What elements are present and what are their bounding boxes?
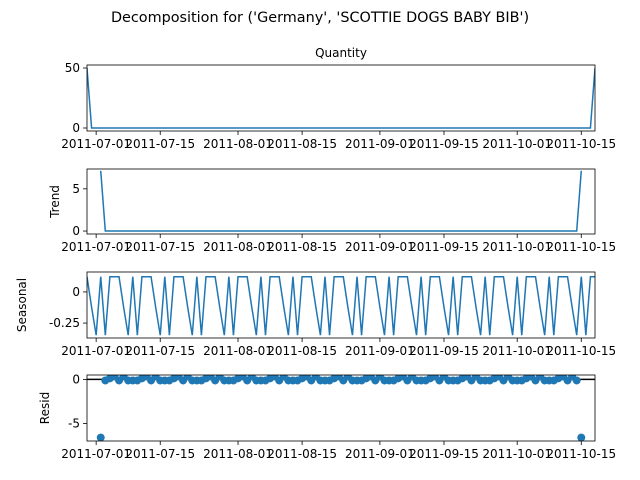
panel-frame (86, 64, 596, 132)
x-tick-label: 2011-07-15 (125, 344, 195, 358)
panel-frame (86, 374, 596, 442)
x-tick-label: 2011-08-01 (203, 137, 273, 151)
x-tick-label: 2011-09-01 (345, 344, 415, 358)
x-tick-label: 2011-09-15 (409, 447, 479, 461)
observed-series-line (87, 67, 595, 129)
panel-frame (86, 168, 596, 235)
x-tick-label: 2011-10-15 (546, 137, 616, 151)
panel-data-layer (87, 275, 595, 336)
x-tick-label: 2011-09-01 (345, 137, 415, 151)
y-tick-label: 0 (72, 121, 80, 135)
panel-data-layer (99, 170, 583, 232)
y-tick-label: 0 (72, 372, 80, 386)
x-tick-label: 2011-08-15 (267, 344, 337, 358)
x-tick-label: 2011-09-15 (409, 240, 479, 254)
x-tick-label: 2011-07-01 (61, 240, 131, 254)
figure-suptitle: Decomposition for ('Germany', 'SCOTTIE D… (111, 10, 529, 26)
resid-outlier-point (96, 433, 105, 441)
panel-ylabel: Resid (38, 392, 52, 424)
x-tick-label: 2011-10-15 (546, 240, 616, 254)
seasonal-series-line (87, 275, 595, 336)
x-tick-label: 2011-07-01 (61, 137, 131, 151)
resid-point (572, 376, 581, 385)
panel-ylabel: Trend (48, 185, 62, 219)
x-tick-label: 2011-07-15 (125, 240, 195, 254)
y-tick-label: 0 (72, 285, 80, 299)
x-tick-label: 2011-10-01 (482, 137, 552, 151)
y-tick-label: 50 (65, 61, 80, 75)
x-tick-label: 2011-08-01 (203, 447, 273, 461)
x-tick-label: 2011-08-15 (267, 137, 337, 151)
x-tick-label: 2011-07-15 (125, 137, 195, 151)
panel-frame (86, 271, 596, 339)
x-tick-label: 2011-08-15 (267, 240, 337, 254)
y-tick-label: 0 (72, 224, 80, 238)
x-tick-label: 2011-07-15 (125, 447, 195, 461)
y-tick-label: 5 (72, 182, 80, 196)
panel-data-layer (87, 375, 595, 441)
panel-ylabel: Seasonal (15, 278, 29, 332)
y-tick-label: -5 (68, 416, 80, 430)
x-tick-label: 2011-08-01 (203, 344, 273, 358)
x-tick-label: 2011-08-01 (203, 240, 273, 254)
x-tick-label: 2011-10-01 (482, 344, 552, 358)
panel-title: Quantity (315, 46, 367, 60)
panel-data-layer (87, 67, 595, 129)
x-tick-label: 2011-10-15 (546, 344, 616, 358)
y-tick-label: -0.25 (49, 316, 80, 330)
x-tick-label: 2011-07-01 (61, 447, 131, 461)
x-tick-label: 2011-08-15 (267, 447, 337, 461)
x-tick-label: 2011-10-01 (482, 240, 552, 254)
x-tick-label: 2011-09-01 (345, 447, 415, 461)
x-tick-label: 2011-09-01 (345, 240, 415, 254)
x-tick-label: 2011-09-15 (409, 344, 479, 358)
x-tick-label: 2011-10-01 (482, 447, 552, 461)
x-tick-label: 2011-09-15 (409, 137, 479, 151)
x-tick-label: 2011-07-01 (61, 344, 131, 358)
x-tick-label: 2011-10-15 (546, 447, 616, 461)
resid-outlier-point (577, 433, 586, 441)
trend-series-line (99, 170, 583, 232)
